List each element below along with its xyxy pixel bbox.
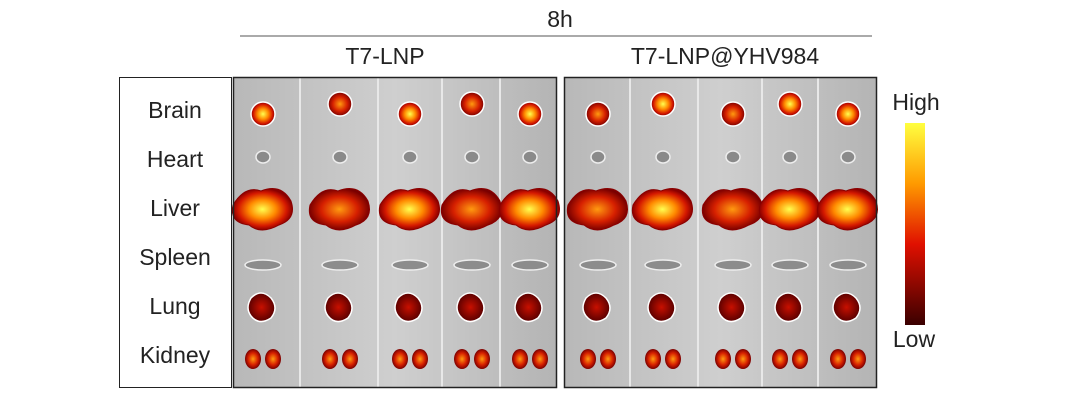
liver <box>498 188 560 231</box>
scale-high: High <box>892 89 939 115</box>
brain <box>585 101 611 127</box>
spleen <box>391 259 429 271</box>
brain <box>835 101 861 127</box>
heart <box>464 150 480 164</box>
spleen <box>771 259 809 271</box>
heart <box>840 150 856 164</box>
brain <box>397 101 423 127</box>
organ-label: Kidney <box>140 342 211 368</box>
lung <box>832 292 861 323</box>
heart <box>655 150 671 164</box>
colorbar <box>905 123 925 325</box>
scale-low: Low <box>893 326 936 352</box>
kidney <box>392 349 408 369</box>
lung <box>324 292 353 323</box>
organ-label: Lung <box>149 293 200 319</box>
brain <box>720 101 746 127</box>
lung <box>514 292 543 323</box>
liver <box>308 188 370 231</box>
brain <box>327 91 353 117</box>
kidney <box>772 349 788 369</box>
kidney <box>342 349 358 369</box>
heart <box>402 150 418 164</box>
kidney <box>454 349 470 369</box>
kidney <box>322 349 338 369</box>
organ-label: Spleen <box>139 244 211 270</box>
liver <box>566 188 628 231</box>
panel-border <box>563 76 878 389</box>
spleen <box>579 259 617 271</box>
kidney <box>245 349 261 369</box>
kidney <box>830 349 846 369</box>
time-label: 8h <box>547 6 573 32</box>
heart <box>725 150 741 164</box>
organ-label: Liver <box>150 195 200 221</box>
lung <box>394 292 423 323</box>
lung <box>774 292 803 323</box>
panel-background <box>564 78 877 387</box>
kidney <box>735 349 751 369</box>
kidney <box>265 349 281 369</box>
heart <box>522 150 538 164</box>
lung <box>717 292 746 323</box>
kidney <box>532 349 548 369</box>
brain <box>650 91 676 117</box>
kidney <box>850 349 866 369</box>
lung <box>647 292 676 323</box>
liver <box>631 188 693 231</box>
kidney <box>580 349 596 369</box>
group-label: T7-LNP@YHV984 <box>631 43 819 69</box>
brain <box>777 91 803 117</box>
kidney <box>665 349 681 369</box>
kidney <box>715 349 731 369</box>
kidney <box>792 349 808 369</box>
lung <box>582 292 611 323</box>
kidney <box>600 349 616 369</box>
panel-border <box>232 76 558 389</box>
lung <box>247 292 276 323</box>
kidney <box>474 349 490 369</box>
heart <box>590 150 606 164</box>
spleen <box>453 259 491 271</box>
brain <box>459 91 485 117</box>
spleen <box>244 259 282 271</box>
liver <box>231 188 293 231</box>
heart <box>255 150 271 164</box>
liver <box>378 188 440 231</box>
brain <box>517 101 543 127</box>
heart <box>782 150 798 164</box>
heart <box>332 150 348 164</box>
organ-label: Heart <box>147 146 204 172</box>
spleen <box>714 259 752 271</box>
panel-background <box>233 78 557 387</box>
organ-label-box <box>119 77 232 388</box>
kidney <box>512 349 528 369</box>
group-label: T7-LNP <box>345 43 424 69</box>
kidney <box>412 349 428 369</box>
spleen <box>511 259 549 271</box>
spleen <box>644 259 682 271</box>
lung <box>456 292 485 323</box>
kidney <box>645 349 661 369</box>
spleen <box>321 259 359 271</box>
organ-label: Brain <box>148 97 202 123</box>
brain <box>250 101 276 127</box>
spleen <box>829 259 867 271</box>
image-panels <box>231 76 878 389</box>
